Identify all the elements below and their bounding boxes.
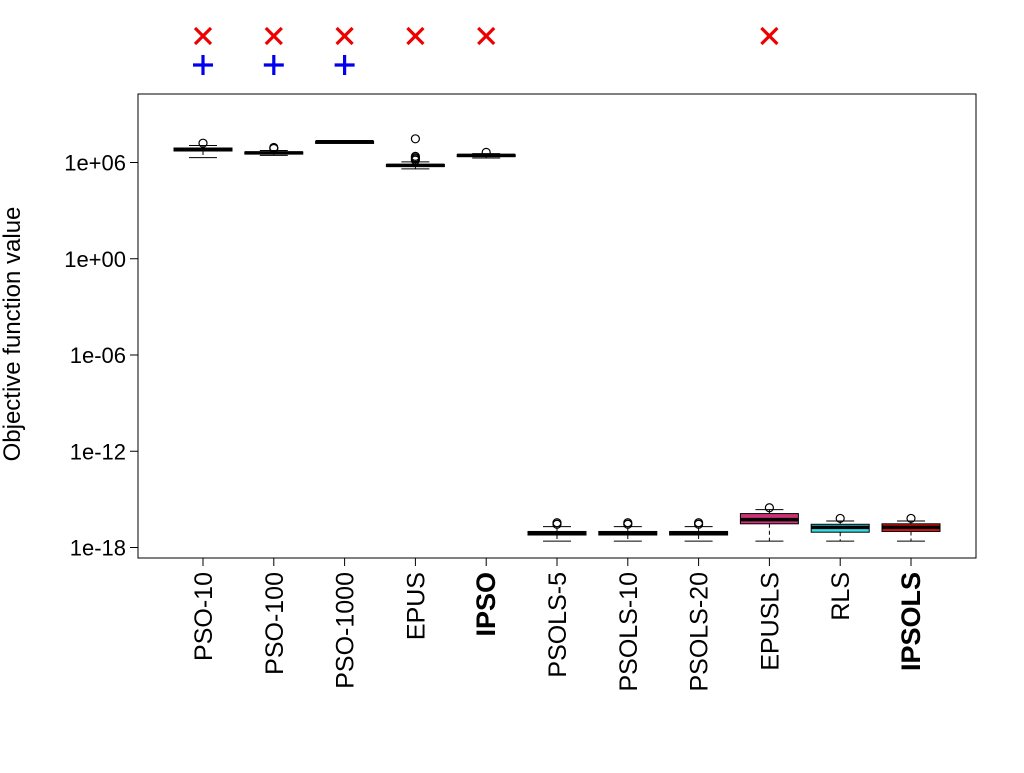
y-tick-label: 1e+00	[64, 247, 126, 272]
outlier-epus-4	[410, 134, 420, 144]
outlier-psols-20-1	[693, 518, 704, 528]
outlier-epusls-0	[764, 503, 775, 513]
plot-frame	[137, 93, 977, 559]
cross-marker-epus-b	[406, 26, 425, 46]
cross-marker-pso-100-b	[264, 26, 283, 46]
x-tick-label-epus: EPUS	[402, 572, 430, 640]
outlier-epus-3	[410, 151, 420, 162]
x-tick-label-rls: RLS	[827, 572, 855, 621]
x-tick-label-psols-10: PSOLS-10	[615, 572, 643, 692]
outlier-psols-5-1	[552, 518, 562, 528]
x-tick-label-ipso: IPSO	[471, 572, 501, 637]
y-tick-label: 1e-18	[70, 536, 126, 561]
outlier-psols-10-1	[623, 518, 633, 528]
y-tick-label: 1e+06	[64, 151, 126, 176]
y-axis-label: Objective function value	[0, 207, 26, 462]
x-tick-label-epusls: EPUSLS	[756, 572, 784, 671]
x-tick-label-pso-100: PSO-100	[261, 572, 289, 675]
cross-marker-pso-1000-b	[335, 26, 354, 46]
x-tick-label-pso-10: PSO-10	[190, 572, 218, 661]
x-tick-label-psols-5: PSOLS-5	[544, 572, 572, 678]
x-tick-label-ipsols: IPSOLS	[896, 572, 926, 671]
cross-marker-ipso-b	[477, 26, 496, 46]
x-tick-label-pso-1000: PSO-1000	[332, 572, 360, 689]
x-tick-label-psols-20: PSOLS-20	[686, 572, 714, 692]
outlier-pso-10-0	[198, 138, 208, 148]
outlier-rls-0	[835, 513, 845, 524]
y-tick-label: 1e-06	[70, 343, 126, 368]
cross-marker-pso-10-b	[193, 26, 213, 46]
cross-marker-epusls-b	[760, 26, 779, 46]
y-tick-label: 1e-12	[70, 439, 126, 464]
outlier-ipso-0	[481, 147, 491, 157]
outlier-ipsols-0	[906, 513, 916, 524]
outlier-pso-100-1	[269, 142, 279, 153]
